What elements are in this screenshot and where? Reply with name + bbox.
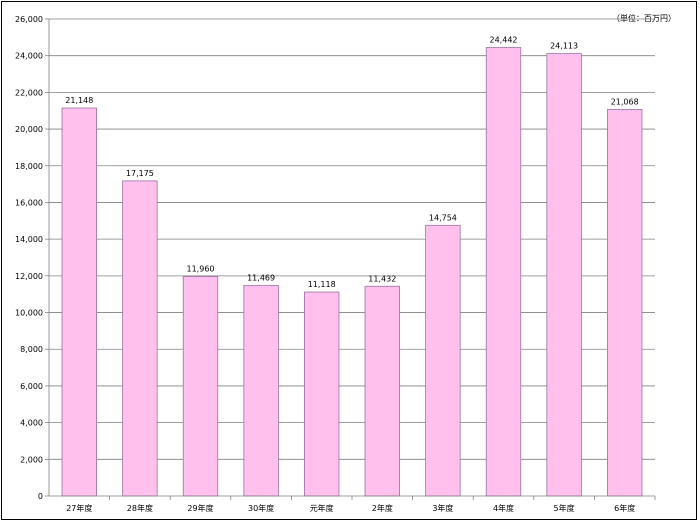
x-tick-label: 4年度 xyxy=(493,503,514,513)
data-label: 21,068 xyxy=(611,97,639,106)
bar xyxy=(485,47,522,497)
x-tick-label: 30年度 xyxy=(248,503,274,513)
unit-label: （単位：百万円） xyxy=(612,14,676,23)
data-label: 11,118 xyxy=(308,280,336,289)
y-tick-label: 8,000 xyxy=(20,345,43,354)
y-tick-label: 26,000 xyxy=(15,15,43,24)
data-label: 24,113 xyxy=(550,42,578,51)
axes xyxy=(45,18,656,500)
x-tick-label: 27年度 xyxy=(66,503,92,513)
labels: 0 2,000 4,000 6,000 8,000 10,000 12,000 14,000 1… xyxy=(15,15,639,513)
x-tick-label: 3年度 xyxy=(432,503,453,513)
y-tick-label: 18,000 xyxy=(15,162,43,171)
bar xyxy=(364,285,400,497)
y-tick-label: 0 xyxy=(38,492,43,501)
bars xyxy=(61,47,643,497)
bar xyxy=(122,180,158,497)
y-tick-label: 24,000 xyxy=(15,52,43,61)
x-tick-label: 元年度 xyxy=(310,503,334,513)
y-tick-label: 2,000 xyxy=(20,455,43,464)
data-label: 21,148 xyxy=(65,96,93,105)
x-tick-label: 28年度 xyxy=(127,503,153,513)
data-label: 11,469 xyxy=(247,274,275,283)
bar xyxy=(546,53,582,497)
y-tick-label: 4,000 xyxy=(20,419,43,428)
x-tick-label: 5年度 xyxy=(554,503,575,513)
data-label: 11,432 xyxy=(368,274,396,283)
y-tick-label: 6,000 xyxy=(20,382,43,391)
y-tick-label: 12,000 xyxy=(15,272,43,281)
data-label: 11,960 xyxy=(187,265,215,274)
data-label: 24,442 xyxy=(490,36,518,45)
bar xyxy=(182,276,219,497)
bar xyxy=(61,107,97,497)
bar xyxy=(243,285,279,497)
data-label: 17,175 xyxy=(126,169,154,178)
bar xyxy=(425,224,461,497)
y-tick-label: 14,000 xyxy=(15,235,43,244)
y-tick-label: 10,000 xyxy=(15,309,43,318)
x-tick-label: 2年度 xyxy=(372,503,393,513)
x-tick-label: 6年度 xyxy=(614,503,635,513)
y-tick-label: 16,000 xyxy=(15,198,43,207)
data-label: 14,754 xyxy=(429,213,457,222)
bar xyxy=(304,291,340,497)
x-tick-label: 29年度 xyxy=(187,503,213,513)
y-tick-label: 22,000 xyxy=(15,88,43,97)
y-tick-label: 20,000 xyxy=(15,125,43,134)
bar xyxy=(607,109,643,497)
